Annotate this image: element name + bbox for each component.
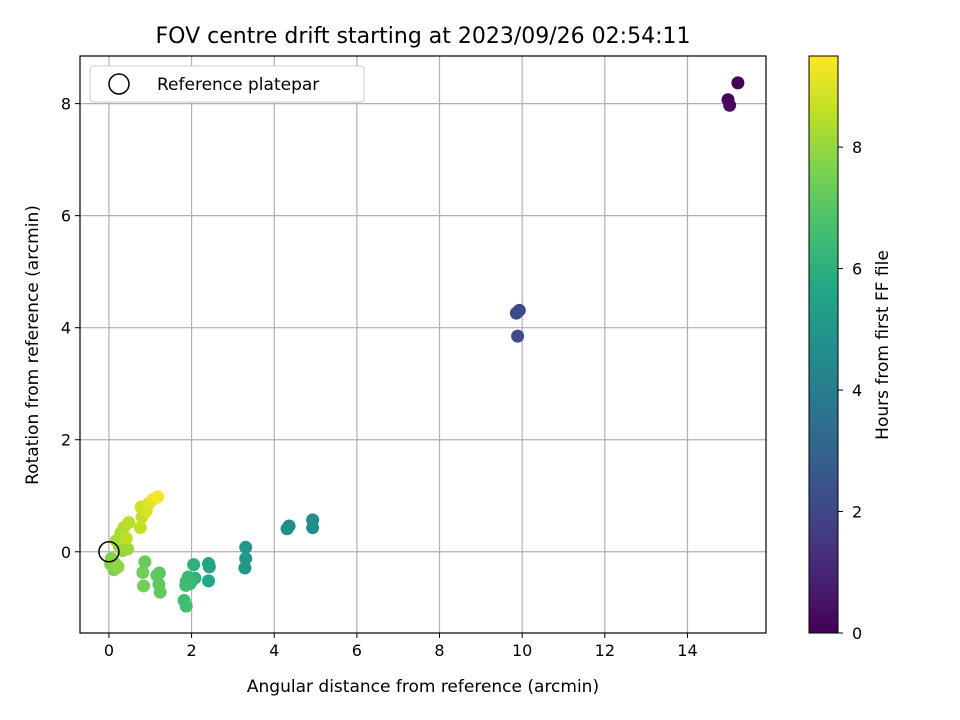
data-point [238, 561, 252, 575]
x-axis-label: Angular distance from reference (arcmin) [247, 677, 599, 697]
y-tick-label: 0 [61, 543, 71, 562]
x-tick-label: 14 [677, 641, 697, 660]
x-tick-label: 0 [104, 641, 114, 660]
colorbar: 0 2 4 6 8 Hours from first FF file [808, 55, 893, 643]
data-points [98, 76, 745, 613]
data-point [731, 76, 745, 90]
data-point [133, 521, 147, 535]
data-point [138, 555, 152, 569]
legend: Reference platepar [89, 65, 365, 103]
data-point [202, 560, 216, 574]
x-tick-label: 6 [352, 641, 362, 660]
colorbar-tick-label: 4 [852, 381, 862, 400]
legend-marker-reference [108, 73, 130, 95]
plot-frame [79, 55, 767, 634]
data-point [187, 558, 201, 572]
y-tick-label: 4 [61, 319, 71, 338]
data-point [179, 599, 193, 613]
data-point [511, 329, 525, 343]
y-tick-label: 6 [61, 207, 71, 226]
data-point [306, 521, 320, 535]
data-point [153, 585, 167, 599]
legend-box [89, 65, 365, 103]
colorbar-tick-label: 6 [852, 260, 862, 279]
colorbar-label: Hours from first FF file [873, 250, 893, 440]
y-axis-ticks: 0 2 4 6 8 [61, 95, 80, 562]
reference-platepar-marker [98, 541, 120, 563]
grid [80, 56, 766, 633]
x-tick-label: 10 [512, 641, 532, 660]
data-point [119, 531, 133, 545]
data-point [239, 551, 253, 565]
data-point [111, 560, 125, 574]
chart-title: FOV centre drift starting at 2023/09/26 … [156, 24, 691, 49]
data-point [239, 540, 253, 554]
colorbar-tick-label: 2 [852, 503, 862, 522]
y-tick-label: 8 [61, 95, 71, 114]
data-point [509, 306, 523, 320]
colorbar-tick-label: 0 [852, 624, 862, 643]
colorbar-tick-label: 8 [852, 138, 862, 157]
y-axis-label: Rotation from reference (arcmin) [23, 205, 43, 485]
x-tick-label: 4 [269, 641, 279, 660]
data-point [137, 579, 151, 593]
data-point [723, 98, 737, 112]
data-point [202, 574, 216, 588]
x-axis-ticks: 0 2 4 6 8 10 12 14 [104, 633, 698, 660]
data-point [151, 490, 165, 504]
colorbar-gradient [808, 55, 839, 634]
colorbar-ticks: 0 2 4 6 8 [838, 138, 862, 643]
legend-entry-reference: Reference platepar [157, 75, 319, 95]
x-tick-label: 2 [186, 641, 196, 660]
data-point [280, 522, 294, 536]
x-tick-label: 8 [434, 641, 444, 660]
data-point [179, 578, 193, 592]
x-tick-label: 12 [595, 641, 615, 660]
data-point [136, 565, 150, 579]
data-point [122, 516, 136, 530]
y-tick-label: 2 [61, 431, 71, 450]
